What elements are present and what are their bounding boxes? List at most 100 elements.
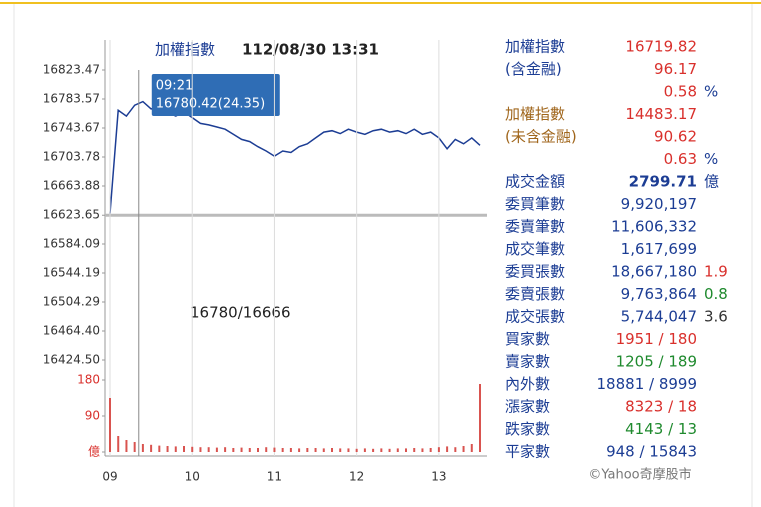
volume-bar: [109, 398, 111, 452]
annotation: 16780/16666: [190, 304, 291, 322]
stat-value: 96.17: [654, 60, 697, 78]
y-tick-label: 16623.65: [43, 208, 100, 222]
volume-bar: [322, 448, 325, 452]
y-tick-label: 16504.29: [43, 295, 100, 309]
y-tick-label: 16464.40: [43, 323, 100, 337]
stat-value: 948 / 15843: [606, 443, 697, 461]
y-tick-label: 億: [88, 445, 100, 459]
stat-label: (未含金融): [505, 128, 577, 146]
volume-bar: [232, 448, 235, 452]
stat-extra: 0.8: [704, 285, 728, 303]
volume-bar: [289, 448, 292, 452]
volume-bar: [240, 447, 243, 452]
stat-value: 90.62: [654, 128, 697, 146]
y-tick-label: 16823.47: [43, 63, 100, 77]
stat-value: 1205 / 189: [616, 353, 697, 371]
stat-value: 0.63: [664, 150, 697, 168]
volume-bar: [462, 446, 465, 452]
stat-value: 1,617,699: [621, 240, 697, 258]
volume-bar: [306, 448, 309, 452]
stat-label: 賣家數: [505, 353, 550, 371]
stat-label: (含金融): [505, 60, 562, 78]
stat-value: 9,763,864: [621, 285, 697, 303]
stat-value: 14483.17: [625, 105, 697, 123]
y-tick-label: 16544.19: [43, 266, 100, 280]
volume-bar: [437, 447, 440, 452]
volume-bar: [355, 448, 358, 452]
volume-bar: [380, 448, 383, 452]
volume-bar: [117, 436, 120, 452]
stat-label: 加權指數: [505, 105, 565, 123]
volume-bar: [331, 448, 333, 452]
stat-label: 成交筆數: [505, 240, 565, 258]
volume-bar: [413, 448, 416, 452]
stat-label: 漲家數: [505, 398, 550, 416]
x-tick-label: 09: [102, 470, 117, 484]
stat-value: 5,744,047: [621, 308, 697, 326]
stat-label: 委買筆數: [505, 195, 565, 213]
volume-bar: [166, 446, 169, 452]
volume-bar: [183, 446, 185, 452]
tooltip-time: 09:21: [156, 79, 193, 94]
volume-bar: [405, 448, 407, 452]
y-tick-label: 16743.67: [43, 121, 100, 135]
stat-label: 內外數: [505, 375, 550, 393]
stat-label: 買家數: [505, 330, 550, 348]
stat-label: 平家數: [505, 443, 550, 461]
stat-label: 成交金額: [505, 173, 565, 191]
stat-value: 4143 / 13: [625, 420, 697, 438]
volume-bar: [207, 447, 210, 452]
volume-bar: [372, 448, 375, 452]
chart-subtitle: 112/08/30 13:31: [242, 41, 379, 59]
stat-label: 成交張數: [505, 308, 565, 326]
chart-title: 加權指數: [155, 41, 215, 59]
volume-bar: [421, 448, 424, 452]
price-line: [109, 100, 481, 214]
volume-bar: [174, 446, 177, 452]
volume-bar: [429, 448, 432, 452]
stat-value: 1951 / 180: [616, 330, 697, 348]
footer: ©Yahoo奇摩股市: [588, 467, 691, 483]
y-tick-label: 16424.50: [43, 353, 100, 367]
y-tick-label: 16783.57: [43, 92, 100, 106]
volume-bar: [396, 448, 399, 452]
tooltip-box: [151, 74, 280, 116]
stat-extra: %: [704, 83, 718, 101]
volume-bar: [479, 384, 481, 452]
y-tick-label: 90: [85, 409, 100, 423]
stat-extra: 1.9: [704, 263, 728, 281]
stat-label: 委賣張數: [505, 285, 565, 303]
volume-bar: [141, 444, 144, 452]
volume-bar: [314, 448, 317, 452]
stat-value: 18,667,180: [611, 263, 697, 281]
x-tick-label: 12: [349, 470, 364, 484]
volume-bar: [298, 448, 301, 452]
stat-label: 委賣筆數: [505, 218, 565, 236]
stat-extra: %: [704, 150, 718, 168]
volume-bar: [273, 447, 276, 452]
stat-label: 跌家數: [505, 420, 550, 438]
volume-bar: [224, 447, 227, 452]
volume-bar: [150, 444, 153, 452]
stat-value: 0.58: [664, 83, 697, 101]
stat-value: 18881 / 8999: [597, 375, 697, 393]
volume-bar: [470, 444, 473, 452]
volume-bar: [363, 448, 366, 452]
volume-bar: [347, 448, 350, 452]
volume-bar: [248, 448, 251, 452]
volume-bar: [281, 448, 284, 452]
y-tick-label: 16663.88: [43, 179, 100, 193]
volume-bar: [215, 447, 218, 452]
volume-bar: [191, 446, 194, 452]
stat-label: 加權指數: [505, 38, 565, 56]
x-tick-label: 11: [267, 470, 282, 484]
stat-value: 16719.82: [625, 38, 697, 56]
tooltip-value: 16780.42(24.35): [156, 97, 265, 112]
volume-bar: [257, 448, 259, 452]
stat-value: 11,606,332: [611, 218, 697, 236]
volume-bar: [125, 440, 128, 452]
volume-bar: [454, 447, 457, 452]
y-tick-label: 16584.09: [43, 236, 100, 250]
stat-extra: 億: [704, 173, 719, 191]
